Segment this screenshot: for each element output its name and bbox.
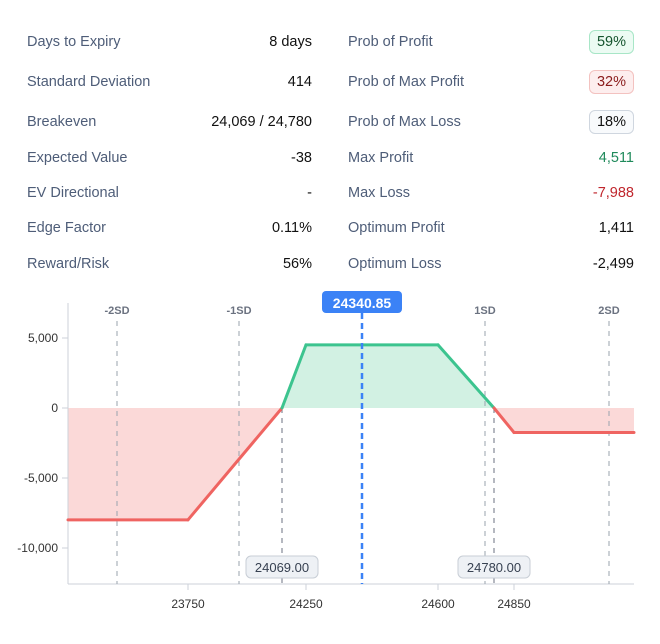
- payoff-line: [186, 406, 284, 522]
- stat-value: -7,988: [592, 185, 634, 201]
- stat-value: -: [307, 185, 312, 201]
- sd-label: 1SD: [474, 305, 495, 317]
- stat-value: 0.11%: [271, 220, 312, 236]
- stat-label: Reward/Risk: [27, 256, 110, 272]
- loss-area-left: [68, 408, 282, 520]
- stat-label: Prob of Max Loss: [348, 114, 461, 130]
- y-tick-label: 5,000: [28, 331, 58, 345]
- stat-row: EV Directional -: [27, 181, 312, 205]
- stat-label: Expected Value: [27, 150, 128, 166]
- stat-label: Prob of Profit: [348, 34, 433, 50]
- stat-label: Days to Expiry: [27, 34, 121, 50]
- probability-badge: 18%: [588, 110, 634, 134]
- breakeven-label: 24069.00: [255, 560, 309, 575]
- sd-label: 2SD: [598, 305, 619, 317]
- y-tick-label: 0: [51, 401, 58, 415]
- spot-price-label: 24340.85: [333, 295, 392, 311]
- stat-value: 414: [287, 74, 312, 90]
- breakeven-badge: [457, 555, 531, 579]
- payoff-line: [492, 406, 516, 434]
- stat-row: Days to Expiry 8 days: [27, 30, 312, 54]
- spot-price-badge: [322, 291, 402, 313]
- stat-row: Reward/Risk 56%: [27, 252, 312, 276]
- stat-label: EV Directional: [27, 185, 119, 201]
- stat-label: Max Profit: [348, 150, 414, 166]
- sd-label: -2SD: [104, 305, 129, 317]
- stat-value: 1,411: [598, 220, 634, 236]
- breakeven-label: 24780.00: [467, 560, 521, 575]
- stat-label: Max Loss: [348, 185, 411, 201]
- stat-row: Prob of Max Profit 32%: [348, 70, 634, 94]
- x-tick-label: 24250: [289, 597, 323, 611]
- stat-row: Max Profit 4,511: [348, 146, 634, 170]
- stat-value: -38: [291, 150, 312, 166]
- stat-label: Breakeven: [27, 114, 97, 130]
- stat-row: Optimum Profit 1,411: [348, 216, 634, 240]
- payoff-line: [280, 343, 308, 410]
- payoff-line: [436, 343, 496, 410]
- stat-value: -2,499: [592, 256, 634, 272]
- stat-row: Prob of Max Loss 18%: [348, 110, 634, 134]
- stat-label: Prob of Max Profit: [348, 74, 465, 90]
- x-tick-label: 23750: [171, 597, 205, 611]
- sd-label: -1SD: [226, 305, 251, 317]
- stat-value: 56%: [282, 256, 312, 272]
- stat-value: 4,511: [598, 150, 634, 166]
- probability-badge: 32%: [588, 70, 634, 94]
- stat-label: Standard Deviation: [27, 74, 151, 90]
- stat-row: Optimum Loss -2,499: [348, 252, 634, 276]
- breakeven-badge: [245, 555, 319, 579]
- stat-label: Edge Factor: [27, 220, 106, 236]
- stat-row: Breakeven 24,069 / 24,780: [27, 110, 312, 134]
- x-tick-label: 24850: [497, 597, 531, 611]
- stat-row: Expected Value -38: [27, 146, 312, 170]
- stat-value: 8 days: [269, 34, 312, 50]
- stat-label: Optimum Loss: [348, 256, 442, 272]
- stat-value: 24,069 / 24,780: [211, 114, 312, 130]
- stat-row: Max Loss -7,988: [348, 181, 634, 205]
- y-tick-label: -10,000: [17, 541, 58, 555]
- probability-badge: 59%: [588, 30, 634, 54]
- stat-row: Standard Deviation 414: [27, 70, 312, 94]
- stat-row: Prob of Profit 59%: [348, 30, 634, 54]
- loss-area-right: [494, 408, 634, 433]
- y-tick-label: -5,000: [24, 471, 58, 485]
- profit-area: [282, 344, 494, 408]
- stat-label: Optimum Profit: [348, 220, 445, 236]
- x-tick-label: 24600: [421, 597, 455, 611]
- stat-row: Edge Factor 0.11%: [27, 216, 312, 240]
